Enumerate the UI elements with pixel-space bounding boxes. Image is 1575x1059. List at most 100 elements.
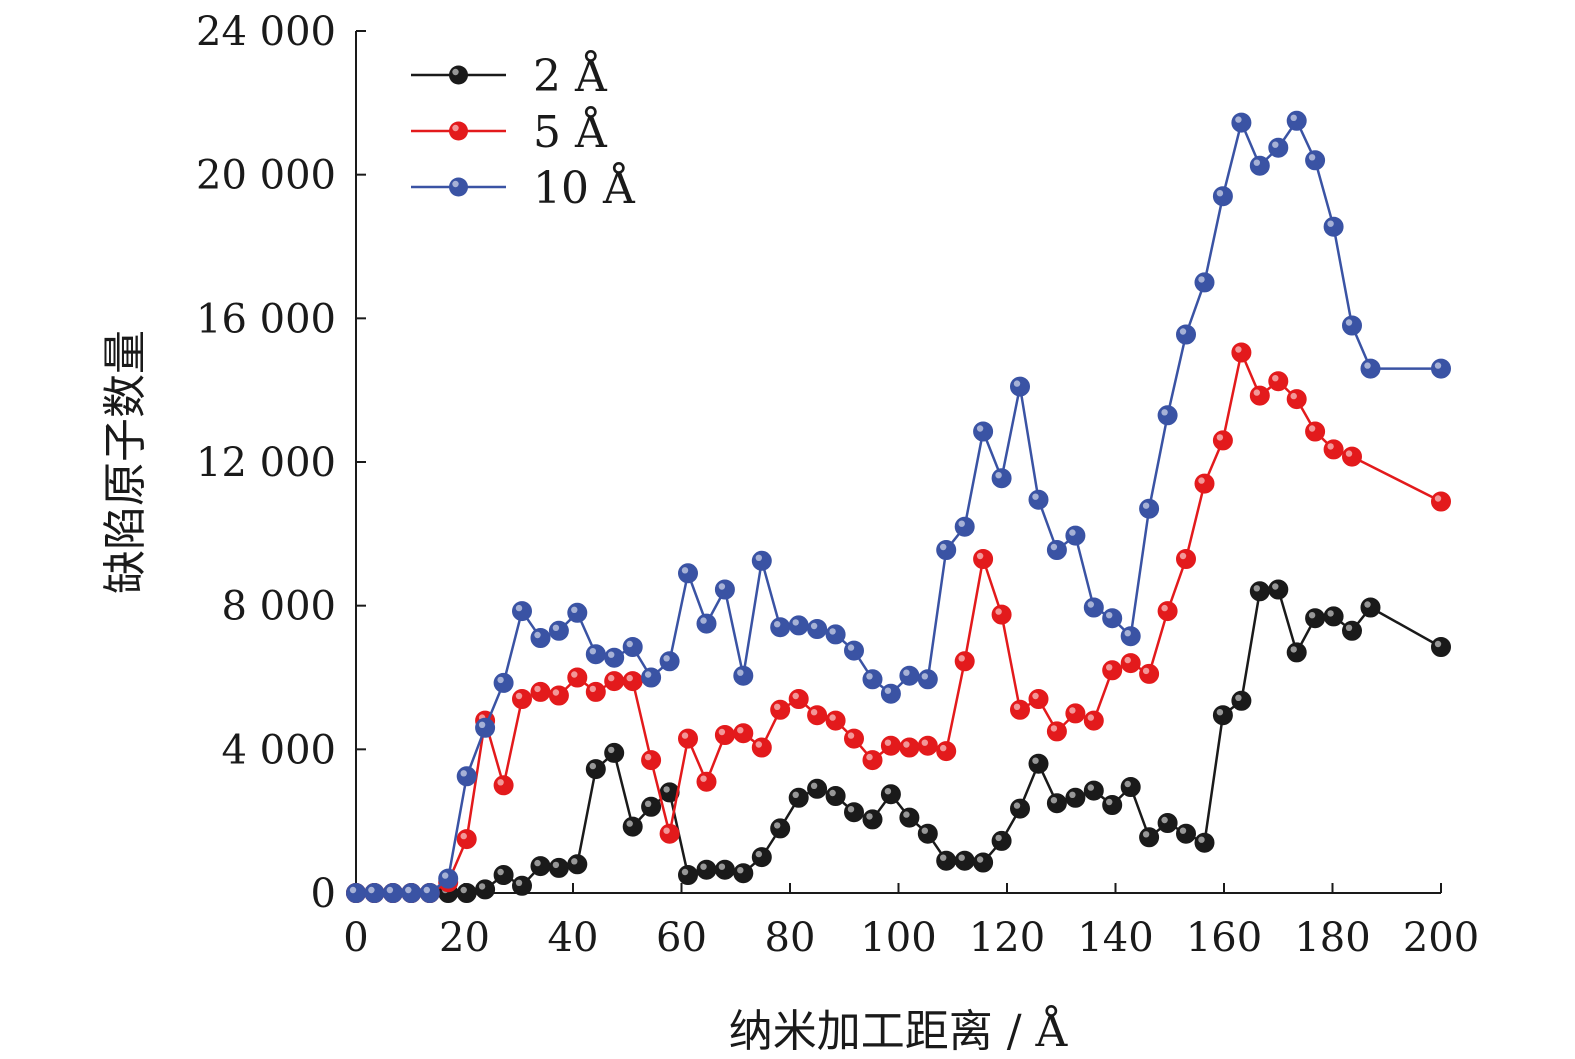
data-point xyxy=(1120,626,1141,647)
x-axis-title: 纳米加工距离 / Å xyxy=(729,1004,1069,1057)
data-point xyxy=(548,620,569,641)
data-point xyxy=(548,857,569,878)
data-point-highlight xyxy=(478,721,486,728)
data-point-highlight xyxy=(1124,780,1131,788)
data-point-highlight xyxy=(1087,601,1095,608)
data-point xyxy=(751,737,772,758)
data-point xyxy=(1157,601,1178,622)
data-point-highlight xyxy=(1345,319,1353,326)
data-point-highlight xyxy=(552,689,560,696)
data-point-highlight xyxy=(1253,389,1261,396)
x-tick-label: 20 xyxy=(439,915,490,961)
data-point xyxy=(1323,216,1344,237)
data-point xyxy=(1028,489,1049,510)
legend-marker-highlight xyxy=(452,180,459,188)
data-point-highlight xyxy=(1198,477,1205,484)
data-point xyxy=(641,750,662,771)
data-point-highlight xyxy=(405,886,412,894)
data-point-highlight xyxy=(515,604,523,612)
data-point-highlight xyxy=(663,827,670,834)
data-point-highlight xyxy=(1272,583,1279,590)
data-point-highlight xyxy=(866,673,873,680)
data-point xyxy=(1046,793,1067,814)
data-point-highlight xyxy=(681,868,689,876)
x-tick-label: 140 xyxy=(1077,915,1153,961)
data-point xyxy=(1268,137,1289,158)
data-point-highlight xyxy=(497,779,504,786)
data-point xyxy=(419,883,440,903)
data-point-highlight xyxy=(1142,831,1150,838)
data-point-highlight xyxy=(608,746,615,754)
data-point-highlight xyxy=(1179,328,1187,335)
data-point-highlight xyxy=(1161,604,1168,612)
data-point xyxy=(1176,549,1196,569)
data-point xyxy=(530,628,551,648)
legend-item: 5 Å xyxy=(411,105,608,158)
data-point-highlight xyxy=(884,788,892,795)
data-point xyxy=(954,651,975,672)
data-point-highlight xyxy=(442,872,449,879)
data-point-highlight xyxy=(866,753,873,761)
data-point xyxy=(1431,358,1451,379)
data-point-highlight xyxy=(1179,827,1187,834)
data-point xyxy=(1194,272,1215,293)
y-tick-label: 24 000 xyxy=(196,9,336,55)
data-point xyxy=(696,859,717,880)
data-point xyxy=(825,710,846,731)
data-point xyxy=(899,737,920,758)
data-point-highlight xyxy=(976,552,984,560)
data-point-highlight xyxy=(1235,694,1242,701)
data-point xyxy=(936,850,957,871)
data-point-highlight xyxy=(774,822,781,829)
data-point-highlight xyxy=(644,671,652,678)
legend-marker-highlight xyxy=(452,68,459,76)
data-point-highlight xyxy=(1290,392,1297,400)
data-point xyxy=(991,830,1012,851)
data-point-highlight xyxy=(534,859,541,867)
data-point xyxy=(530,856,551,877)
data-point xyxy=(1028,753,1049,774)
data-point-highlight xyxy=(829,714,836,721)
data-point-highlight xyxy=(1272,375,1279,382)
data-point xyxy=(1323,439,1344,460)
data-point-highlight xyxy=(1327,443,1334,450)
data-point xyxy=(1268,579,1289,600)
data-point-highlight xyxy=(1327,610,1334,617)
data-point-highlight xyxy=(958,520,965,527)
legend: 2 Å5 Å10 Å xyxy=(411,49,636,214)
data-point-highlight xyxy=(460,770,467,777)
data-point xyxy=(825,624,846,645)
data-point xyxy=(1046,721,1067,742)
data-point xyxy=(880,784,901,805)
data-point-highlight xyxy=(903,811,910,818)
data-point-highlight xyxy=(1032,692,1039,700)
x-axis-ticks: 0 20 40 60 80 100 120 140 160 180 200 xyxy=(343,883,1479,961)
data-point xyxy=(770,699,791,720)
data-point-highlight xyxy=(663,786,670,793)
data-point-highlight xyxy=(1013,703,1021,710)
data-point-highlight xyxy=(368,886,375,894)
data-point-highlight xyxy=(700,775,707,782)
data-point xyxy=(530,681,551,702)
data-point-highlight xyxy=(1124,630,1131,637)
x-tick-label: 40 xyxy=(548,915,599,961)
data-point xyxy=(807,619,828,639)
data-point-highlight xyxy=(478,883,486,890)
data-point-highlight xyxy=(1050,725,1058,732)
data-point-highlight xyxy=(810,709,818,716)
data-point xyxy=(659,651,680,672)
data-point-highlight xyxy=(1308,425,1316,432)
data-point-highlight xyxy=(681,732,689,739)
data-point-highlight xyxy=(958,854,965,861)
y-axis-ticks: 0 4 000 8 000 12 000 16 000 20 000 24 000 xyxy=(196,9,366,917)
data-point-highlight xyxy=(608,651,615,658)
data-point xyxy=(1010,376,1030,397)
data-point xyxy=(585,759,606,780)
data-point xyxy=(1431,637,1451,657)
data-point-highlight xyxy=(774,703,781,710)
data-point-highlight xyxy=(1216,190,1224,197)
data-point xyxy=(899,807,920,828)
data-point-highlight xyxy=(866,813,873,820)
data-point xyxy=(954,850,975,871)
